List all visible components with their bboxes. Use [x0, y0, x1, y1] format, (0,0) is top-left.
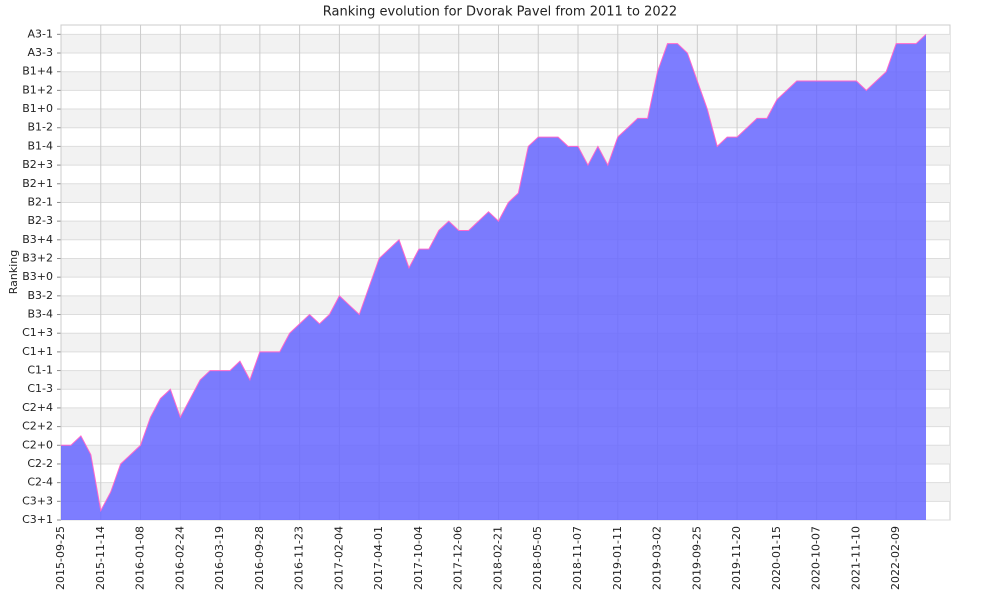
y-tick-label: B1+0	[22, 102, 53, 115]
y-tick-label: C3+1	[22, 513, 53, 526]
y-tick-label: B1+4	[22, 65, 53, 78]
y-tick-label: C1+1	[22, 345, 53, 358]
y-tick-label: C1-3	[27, 382, 53, 395]
x-tick-label: 2020-01-15	[770, 526, 783, 590]
y-tick-label: B3+4	[22, 233, 53, 246]
y-tick-label: B2-1	[27, 195, 53, 208]
x-tick-label: 2016-01-08	[134, 526, 147, 590]
line	[61, 33, 927, 513]
y-tick-label: B3-2	[27, 289, 53, 302]
y-tick-label: C3+3	[22, 494, 53, 507]
x-tick-label: 2020-10-07	[810, 526, 823, 590]
x-tick-label: 2015-11-14	[94, 526, 107, 590]
y-tick-label: C2+2	[22, 420, 53, 433]
y-tick-label: B1-4	[27, 139, 53, 152]
grid-band	[61, 34, 950, 54]
x-tick-label: 2019-09-25	[690, 526, 703, 590]
chart-title: Ranking evolution for Dvorak Pavel from …	[323, 5, 677, 20]
grid-band	[61, 71, 950, 91]
y-tick-label: B2+1	[22, 177, 53, 190]
y-tick-label: B3-4	[27, 308, 53, 321]
y-tick-label: B1-2	[27, 121, 53, 134]
y-tick-label: C2-2	[27, 457, 53, 470]
y-tick-label: B2-3	[27, 214, 53, 227]
x-tick-label: 2022-02-09	[889, 526, 902, 590]
y-tick-label: A3-1	[28, 27, 54, 40]
x-tick-label: 2017-10-04	[412, 526, 425, 590]
y-tick-label: B2+3	[22, 158, 53, 171]
x-tick-label: 2017-02-04	[332, 526, 345, 590]
x-tick-label: 2021-11-10	[849, 526, 862, 590]
x-tick-label: 2017-12-06	[452, 526, 465, 590]
x-tick-label: 2018-05-05	[531, 526, 544, 590]
x-tick-label: 2016-03-19	[213, 526, 226, 590]
x-tick-label: 2019-11-20	[730, 526, 743, 590]
x-tick-label: 2019-01-11	[611, 526, 624, 590]
x-tick-label: 2016-02-24	[173, 526, 186, 590]
y-axis-label: Ranking	[7, 250, 20, 295]
y-tick-label: B1+2	[22, 83, 53, 96]
y-tick-label: B3+2	[22, 251, 53, 264]
y-tick-label: C2+0	[22, 438, 53, 451]
y-tick-label: A3-3	[28, 46, 54, 59]
y-tick-label: C1+3	[22, 326, 53, 339]
x-tick-label: 2017-04-01	[372, 526, 385, 590]
x-tick-label: 2015-09-25	[54, 526, 67, 590]
y-tick-label: C2-4	[27, 476, 53, 489]
y-tick-label: B3+0	[22, 270, 53, 283]
x-tick-label: 2016-11-23	[293, 526, 306, 590]
x-tick-label: 2018-11-07	[571, 526, 584, 590]
y-tick-label: C2+4	[22, 401, 53, 414]
area	[61, 34, 926, 520]
y-tick-label: C1-1	[27, 364, 53, 377]
grid-band	[61, 109, 950, 128]
x-tick-label: 2016-09-28	[253, 526, 266, 590]
x-tick-label: 2018-02-21	[491, 526, 504, 590]
x-tick-label: 2019-03-02	[651, 526, 664, 590]
